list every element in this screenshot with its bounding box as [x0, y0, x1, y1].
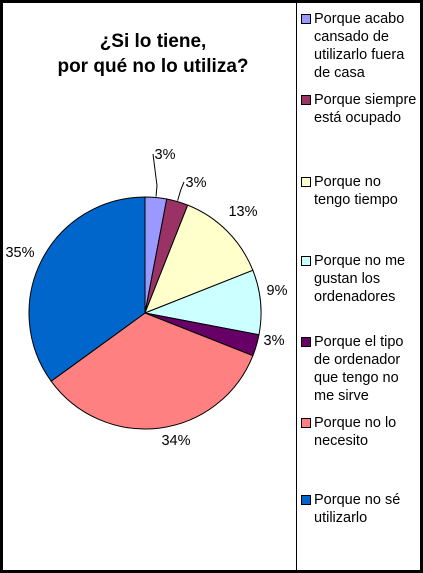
data-label: 9% — [267, 283, 288, 299]
data-label: 3% — [186, 175, 207, 191]
data-label: 34% — [161, 433, 190, 449]
legend-item: Porque siempre está ocupado — [301, 91, 419, 127]
legend-label: Porque no me gustan los ordenadores — [314, 253, 406, 305]
pie-slice — [144, 204, 254, 314]
legend-label: Porque el tipo de ordenador que tengo no… — [314, 334, 404, 404]
legend-item: Porque no lo necesito — [301, 414, 419, 450]
pie-slice — [28, 196, 146, 382]
legend-label: Porque acabo cansado de utilizarlo fuera… — [314, 11, 405, 81]
legend-swatch — [301, 495, 311, 505]
chart-title-line-1: ¿Si lo tiene, — [99, 31, 207, 52]
chart-title: ¿Si lo tiene, por qué no lo utiliza? — [13, 29, 293, 79]
data-label: 3% — [264, 333, 285, 349]
legend-swatch — [301, 256, 311, 266]
pie-slice — [50, 312, 254, 430]
legend-item: Porque acabo cansado de utilizarlo fuera… — [301, 10, 419, 82]
legend-label: Porque no lo necesito — [314, 415, 397, 449]
leader-line — [177, 181, 185, 201]
legend-item: Porque no tengo tiempo — [301, 173, 419, 209]
legend-swatch — [301, 418, 311, 428]
legend-divider — [296, 3, 297, 570]
data-label: 13% — [228, 204, 257, 220]
chart-title-line-2: por qué no lo utiliza? — [57, 56, 249, 77]
legend-swatch — [301, 177, 311, 187]
data-label: 3% — [155, 147, 176, 163]
legend-item: Porque no me gustan los ordenadores — [301, 252, 419, 306]
legend-label: Porque siempre está ocupado — [314, 92, 417, 126]
pie-chart: 3% 3% 13% 9% 3% 34% 35% — [5, 147, 288, 449]
chart-frame: ¿Si lo tiene, por qué no lo utiliza? 3% 3… — [3, 3, 420, 570]
data-label: 35% — [5, 245, 34, 261]
legend-label: Porque no sé utilizarlo — [314, 492, 401, 526]
legend-item: Porque no sé utilizarlo — [301, 491, 419, 527]
legend-label: Porque no tengo tiempo — [314, 174, 398, 208]
legend-item: Porque el tipo de ordenador que tengo no… — [301, 333, 419, 405]
legend-swatch — [301, 95, 311, 105]
legend-swatch — [301, 14, 311, 24]
legend-swatch — [301, 337, 311, 347]
leader-line — [152, 153, 158, 197]
